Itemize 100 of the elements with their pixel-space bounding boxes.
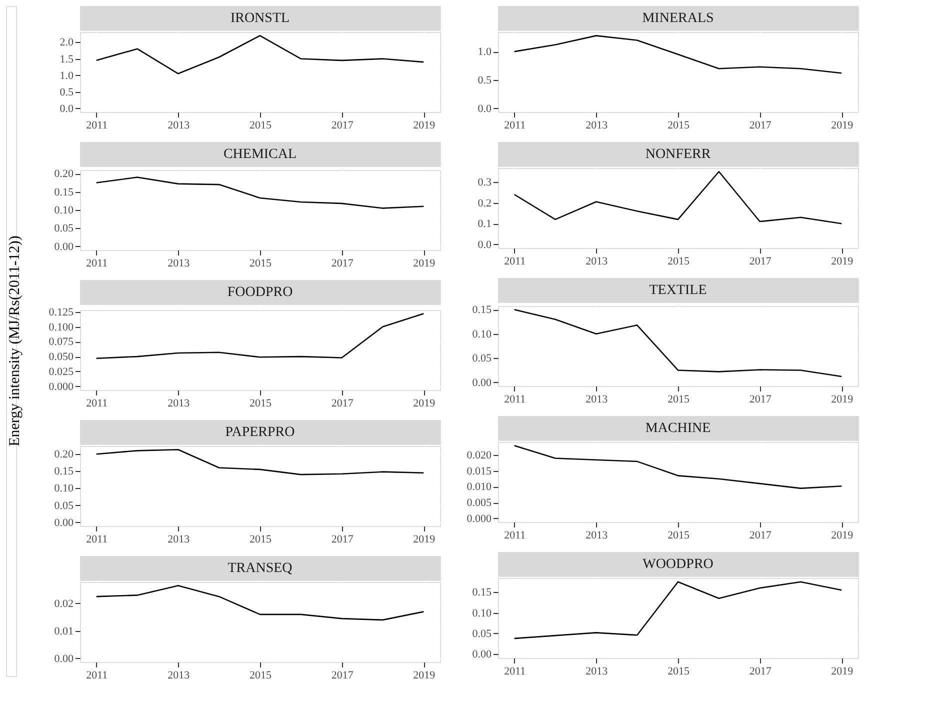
x-tick-label: 2019 bbox=[831, 120, 854, 132]
x-tick-label: 2013 bbox=[586, 120, 608, 132]
y-tick-label: 0.1 bbox=[478, 218, 492, 230]
chart-title: NONFERR bbox=[645, 147, 712, 162]
y-tick-label: 0.025 bbox=[48, 366, 74, 378]
line-series bbox=[96, 34, 424, 74]
x-tick-label: 2017 bbox=[749, 120, 772, 132]
x-tick-label: 2013 bbox=[586, 666, 608, 678]
x-tick-label: 2017 bbox=[749, 666, 772, 678]
y-tick-label: 0.15 bbox=[54, 466, 74, 478]
x-tick-label: 2013 bbox=[586, 394, 608, 406]
x-tick-label: 2015 bbox=[668, 666, 690, 678]
x-tick-label: 2017 bbox=[331, 670, 354, 682]
y-tick-label: 0.125 bbox=[48, 306, 74, 318]
line-series bbox=[514, 170, 842, 224]
x-tick-label: 2015 bbox=[250, 258, 272, 270]
x-tick-label: 2019 bbox=[413, 398, 436, 410]
x-tick-label: 2017 bbox=[749, 394, 772, 406]
x-tick-label: 2011 bbox=[504, 530, 526, 542]
y-tick-label: 0.20 bbox=[54, 168, 74, 180]
x-tick-label: 2019 bbox=[413, 120, 436, 132]
y-tick-label: 0.005 bbox=[466, 497, 492, 510]
y-tick-label: 0.020 bbox=[466, 450, 492, 462]
y-axis-title: Energy intensity (MJ/Rs(2011-12)) bbox=[7, 236, 23, 446]
chart-title: WOODPRO bbox=[642, 557, 714, 572]
chart-title: TRANSEQ bbox=[228, 561, 292, 576]
y-tick-label: 0.00 bbox=[472, 376, 492, 389]
x-tick-label: 2011 bbox=[86, 258, 108, 270]
x-tick-label: 2011 bbox=[86, 120, 108, 132]
x-tick-label: 2019 bbox=[413, 258, 436, 270]
y-tick-label: 0.05 bbox=[472, 352, 492, 365]
x-tick-label: 2015 bbox=[668, 394, 690, 406]
x-tick-label: 2013 bbox=[168, 670, 190, 682]
line-series bbox=[96, 176, 424, 209]
x-tick-label: 2019 bbox=[413, 670, 436, 682]
chart-title: FOODPRO bbox=[227, 285, 293, 300]
x-tick-label: 2013 bbox=[168, 534, 190, 546]
y-tick-label: 0.01 bbox=[54, 625, 74, 638]
x-tick-label: 2015 bbox=[668, 530, 690, 542]
y-tick-label: 0.10 bbox=[54, 204, 74, 216]
x-tick-label: 2013 bbox=[168, 398, 190, 410]
chart-title: TEXTILE bbox=[649, 283, 707, 298]
x-tick-label: 2017 bbox=[331, 258, 354, 270]
x-tick-label: 2019 bbox=[413, 534, 436, 546]
chart-title: CHEMICAL bbox=[223, 147, 297, 162]
x-tick-label: 2019 bbox=[831, 256, 854, 268]
y-tick-label: 0.00 bbox=[54, 240, 74, 253]
y-tick-label: 0.05 bbox=[54, 500, 74, 512]
x-tick-label: 2011 bbox=[504, 256, 526, 268]
y-tick-label: 0.02 bbox=[54, 598, 74, 610]
line-series bbox=[514, 308, 842, 378]
x-tick-label: 2015 bbox=[250, 534, 272, 546]
x-tick-label: 2019 bbox=[831, 666, 854, 678]
x-tick-label: 2013 bbox=[586, 256, 608, 268]
x-tick-label: 2017 bbox=[749, 530, 772, 542]
y-tick-label: 0.00 bbox=[54, 652, 74, 665]
y-tick-label: 1.5 bbox=[60, 53, 74, 66]
y-tick-label: 0.2 bbox=[478, 197, 492, 210]
chart-title: IRONSTL bbox=[230, 11, 290, 26]
y-tick-label: 0.5 bbox=[60, 86, 74, 98]
x-tick-label: 2017 bbox=[331, 398, 354, 410]
y-tick-label: 2.0 bbox=[60, 36, 74, 49]
y-tick-label: 0.15 bbox=[54, 186, 74, 198]
y-tick-label: 0.100 bbox=[48, 321, 74, 334]
y-tick-label: 0.000 bbox=[48, 380, 74, 393]
y-tick-label: 0.015 bbox=[466, 465, 492, 478]
line-series bbox=[514, 581, 842, 640]
x-tick-label: 2017 bbox=[749, 256, 772, 268]
x-tick-label: 2019 bbox=[831, 530, 854, 542]
x-tick-label: 2015 bbox=[668, 256, 690, 268]
x-tick-label: 2011 bbox=[504, 666, 526, 678]
line-series bbox=[514, 444, 842, 489]
y-tick-label: 0.5 bbox=[478, 74, 492, 86]
y-tick-label: 0.000 bbox=[466, 512, 492, 525]
y-tick-label: 0.10 bbox=[472, 607, 492, 620]
y-tick-label: 0.15 bbox=[472, 586, 492, 599]
y-tick-label: 0.050 bbox=[48, 351, 74, 364]
y-tick-label: 0.05 bbox=[54, 222, 74, 235]
x-tick-label: 2015 bbox=[668, 120, 690, 132]
y-tick-label: 0.0 bbox=[478, 102, 492, 115]
x-tick-label: 2011 bbox=[504, 120, 526, 132]
x-tick-label: 2013 bbox=[168, 120, 190, 132]
y-tick-label: 0.0 bbox=[60, 102, 74, 115]
y-tick-label: 0.05 bbox=[472, 628, 492, 640]
x-tick-label: 2019 bbox=[831, 394, 854, 406]
y-tick-label: 0.00 bbox=[54, 516, 74, 529]
y-tick-label: 0.10 bbox=[54, 482, 74, 495]
y-tick-label: 0.075 bbox=[48, 336, 74, 348]
x-tick-label: 2011 bbox=[86, 670, 108, 682]
line-series bbox=[514, 35, 842, 74]
y-tick-label: 0.20 bbox=[54, 448, 74, 461]
x-tick-label: 2015 bbox=[250, 120, 272, 132]
line-series bbox=[96, 449, 424, 476]
chart-title: MACHINE bbox=[645, 421, 711, 436]
chart-title: PAPERPRO bbox=[225, 425, 295, 440]
x-tick-label: 2013 bbox=[586, 530, 608, 542]
x-tick-label: 2015 bbox=[250, 670, 272, 682]
y-tick-label: 0.3 bbox=[478, 176, 492, 189]
x-tick-label: 2011 bbox=[86, 398, 108, 410]
y-tick-label: 0.010 bbox=[466, 481, 492, 494]
